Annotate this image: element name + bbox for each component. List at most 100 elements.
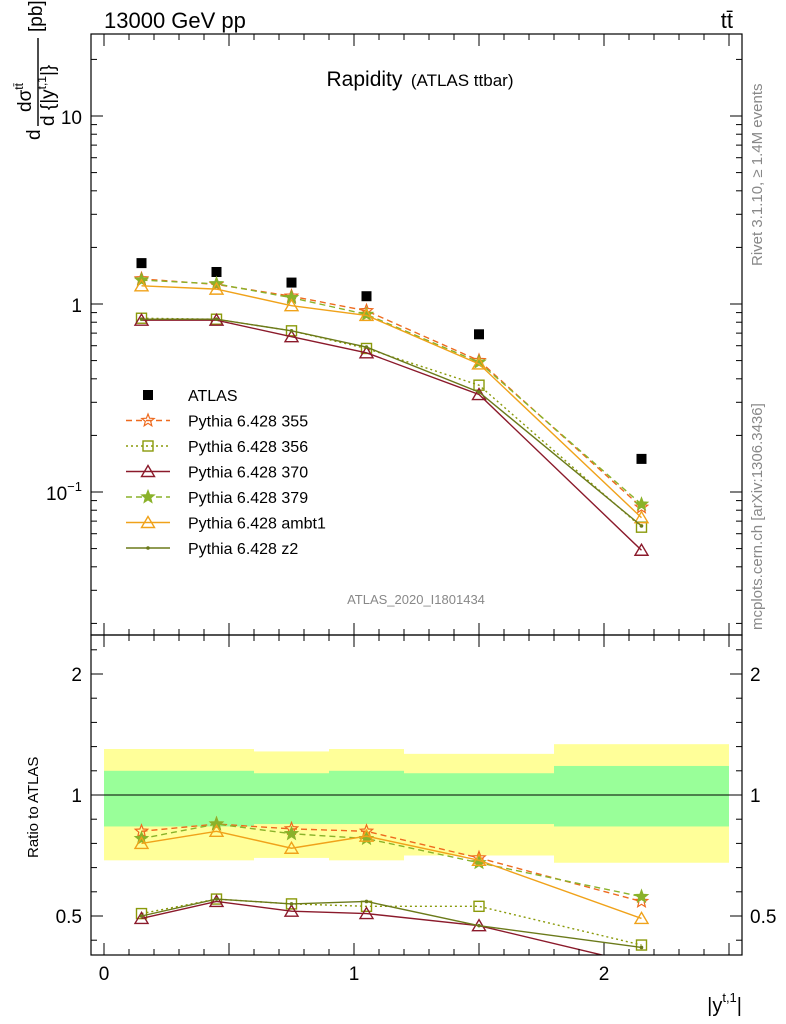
series-5-point-1 xyxy=(208,281,225,295)
atlas-data-point-3 xyxy=(361,291,372,302)
svg-text:dσtt̄: dσtt̄ xyxy=(12,82,36,112)
legend-marker xyxy=(140,464,156,478)
ratio-series-2-line xyxy=(141,900,606,955)
series-5-line xyxy=(141,285,642,519)
ratio-series-5-point-5 xyxy=(639,945,644,950)
legend-label: ATLAS xyxy=(188,388,238,405)
legend-entry-1: Pythia 6.428 355 xyxy=(126,412,308,431)
series-6-point-1 xyxy=(214,317,219,322)
atlas-data-point-2 xyxy=(286,277,297,288)
ratio-tick-0.5-left: 0.5 xyxy=(56,907,82,928)
x-label-main: |y xyxy=(707,995,722,1017)
y-tick-1: 1 xyxy=(71,296,82,317)
ratio-series-3-point-5 xyxy=(633,888,650,904)
ratio-series-3-line xyxy=(141,823,642,898)
y-tick-10: 10 xyxy=(61,108,82,129)
ratio-series-1-point-5 xyxy=(635,939,648,951)
ratio-series-4-point-2 xyxy=(283,840,300,854)
plot-title-sub: (ATLAS ttbar) xyxy=(411,71,514,90)
plot-title-main: Rapidity xyxy=(327,68,403,91)
series-5-point-0 xyxy=(133,278,150,292)
legend-label: Pythia 6.428 z2 xyxy=(188,541,298,558)
ratio-series-2-point-3 xyxy=(358,906,375,920)
legend-marker xyxy=(146,546,150,550)
y-label-unit: [pb] xyxy=(26,0,47,32)
series-4-point-5 xyxy=(633,496,650,511)
y-tick-0.1-base: 10 xyxy=(46,484,67,505)
series-5-point-3 xyxy=(358,307,375,322)
ratio-series-2-point-0 xyxy=(133,911,150,925)
legend-entry-5: Pythia 6.428 ambt1 xyxy=(126,515,326,533)
series-2-point-4 xyxy=(473,379,485,391)
ratio-tick-1-left: 1 xyxy=(71,786,82,807)
ratio-tick-2-right: 2 xyxy=(750,665,761,686)
atlas-data-point-5 xyxy=(636,453,647,464)
series-1-point-5 xyxy=(633,499,650,514)
ratio-series-5-point-0 xyxy=(139,914,144,918)
atlas-data-point-0 xyxy=(136,258,147,269)
legend-label: Pythia 6.428 356 xyxy=(188,439,308,456)
series-4-line xyxy=(141,279,642,505)
series-5-point-2 xyxy=(283,298,300,312)
y-label-denominator-end: |} xyxy=(38,65,59,76)
upper-series-content xyxy=(133,258,650,556)
x-tick-1: 1 xyxy=(349,964,360,985)
x-tick-2: 2 xyxy=(599,964,610,985)
legend-entry-2: Pythia 6.428 356 xyxy=(126,439,308,456)
legend-entry-0: ATLAS xyxy=(143,388,238,405)
ratio-series-1-point-4 xyxy=(473,900,485,913)
svg-text:d: d xyxy=(24,129,45,140)
legend-label: Pythia 6.428 379 xyxy=(188,490,308,507)
ratio-series-5-point-1 xyxy=(214,897,219,901)
band-inner-0 xyxy=(104,770,254,827)
series-3-line xyxy=(141,319,642,551)
y-label-denominator: d {|y xyxy=(38,89,59,126)
ratio-series-4-point-5 xyxy=(633,911,650,925)
legend-marker xyxy=(140,412,156,428)
series-4-point-3 xyxy=(358,306,375,322)
series-6-line xyxy=(141,318,642,527)
y-tick-0.1: 10−1 xyxy=(46,479,82,505)
ratio-series-0-point-5 xyxy=(633,893,650,909)
y-tick-0.1-exp: −1 xyxy=(67,479,82,494)
ratio-uncertainty-bands xyxy=(104,744,729,863)
axis-ticks xyxy=(91,34,742,955)
y-label-denominator-sup: t,1 xyxy=(35,76,49,90)
series-2-point-2 xyxy=(285,325,298,337)
x-axis-label: |yt,1| xyxy=(707,990,742,1017)
ratio-series-1-point-0 xyxy=(135,907,148,920)
series-6-point-0 xyxy=(139,317,144,322)
x-tick-0: 0 xyxy=(99,964,110,985)
ratio-series-4-point-0 xyxy=(133,836,150,850)
ratio-series-4-point-4 xyxy=(471,852,487,867)
legend-entry-4: Pythia 6.428 379 xyxy=(126,488,308,507)
y-label-d: d xyxy=(24,129,45,140)
rivet-label: Rivet 3.1.10, ≥ 1.4M events xyxy=(749,84,766,267)
legend-marker xyxy=(142,440,154,452)
series-5-point-4 xyxy=(471,356,487,370)
ratio-series-0-line xyxy=(141,823,642,903)
series-6-point-3 xyxy=(364,345,369,349)
ratio-series-2-point-1 xyxy=(208,894,225,908)
legend: ATLAS Pythia 6.428 355 Pythia 6.428 356 Pyt… xyxy=(126,388,326,558)
mcplots-label: mcplots.cern.ch [arXiv:1306.3436] xyxy=(749,403,766,630)
x-label-sup: t,1 xyxy=(722,990,736,1005)
x-label-end: | xyxy=(737,995,742,1017)
plot-title: Rapidity (ATLAS ttbar) xyxy=(327,68,514,91)
atlas-data-point-4 xyxy=(474,329,484,340)
ratio-series-5-line xyxy=(141,898,642,949)
series-3-point-3 xyxy=(358,345,375,359)
legend-marker xyxy=(140,515,156,529)
series-6-point-5 xyxy=(639,524,644,528)
series-3-point-5 xyxy=(633,542,650,556)
upper-y-label: d dσtt̄ d {|yt,1|} [pb] xyxy=(12,0,59,140)
legend-entry-6: Pythia 6.428 z2 xyxy=(126,541,298,558)
ratio-tick-1-right: 1 xyxy=(750,786,761,807)
ratio-series-5-point-3 xyxy=(364,899,369,904)
y-label-numerator-sup: tt̄ xyxy=(12,82,26,89)
series-6-point-2 xyxy=(289,329,294,333)
ratio-tick-2-left: 2 xyxy=(71,665,82,686)
ratio-panel-content xyxy=(133,815,650,955)
legend-atlas-marker xyxy=(143,390,153,400)
